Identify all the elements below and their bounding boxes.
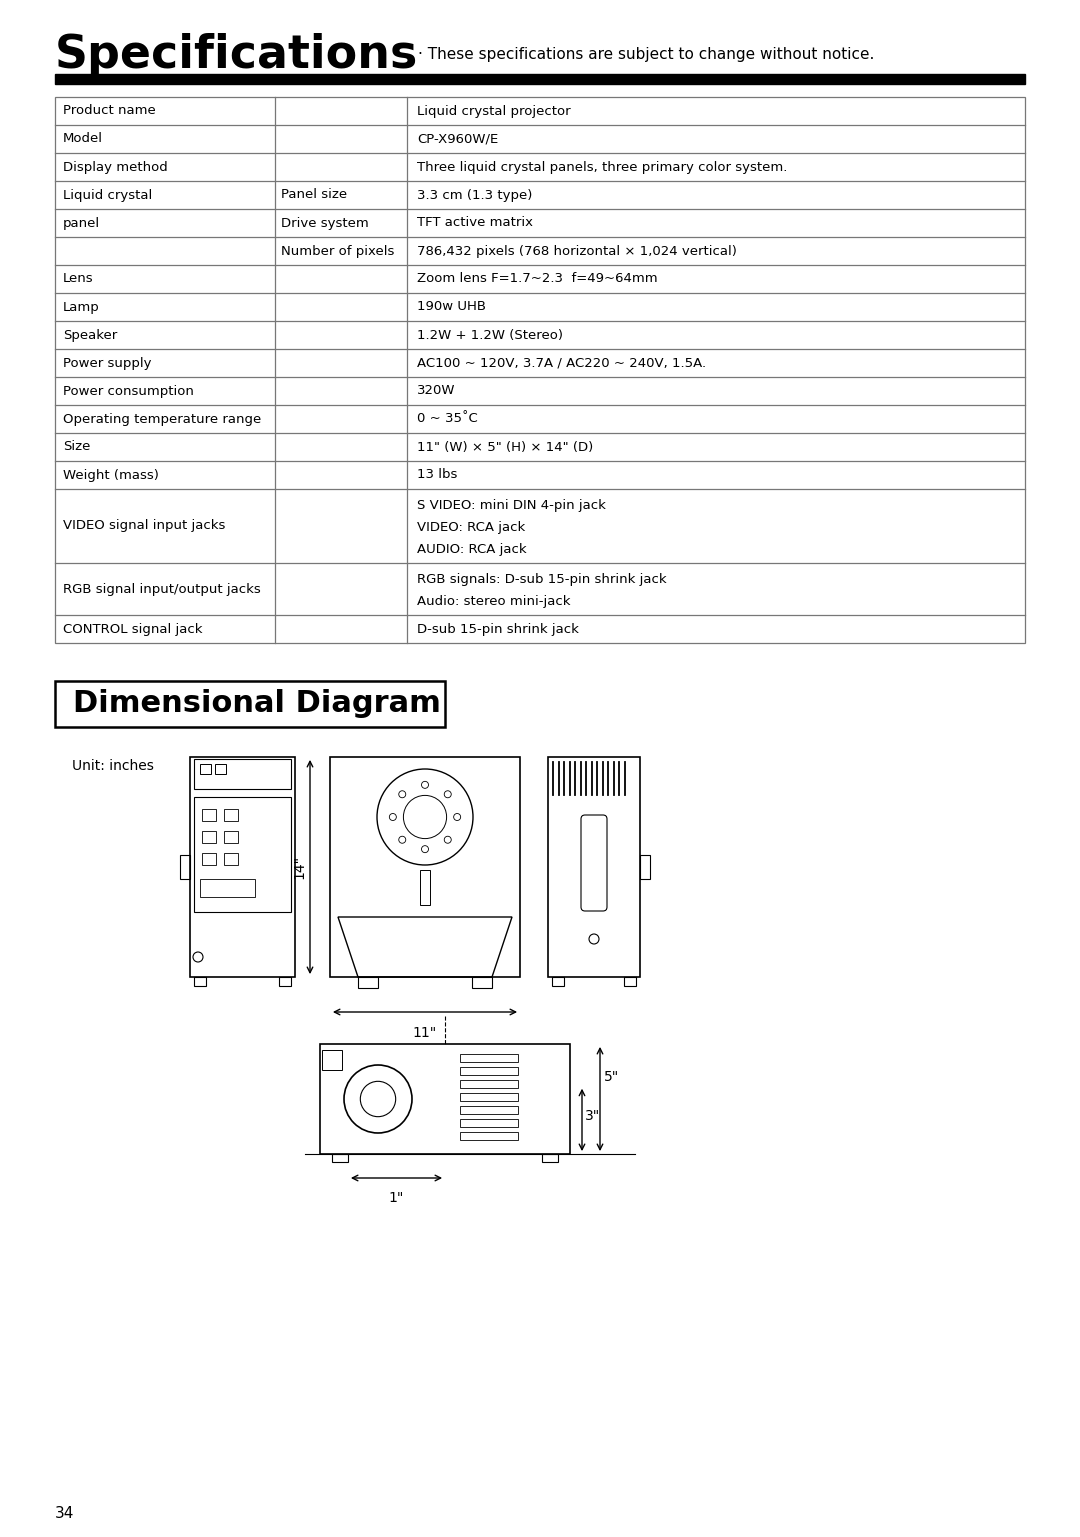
Bar xyxy=(460,1107,518,1114)
Text: 11" (W) × 5" (H) × 14" (D): 11" (W) × 5" (H) × 14" (D) xyxy=(417,441,593,453)
Text: 34: 34 xyxy=(55,1506,75,1520)
Bar xyxy=(320,1044,570,1154)
Text: · These specifications are subject to change without notice.: · These specifications are subject to ch… xyxy=(418,48,875,63)
Bar xyxy=(202,832,216,842)
Text: Display method: Display method xyxy=(63,160,167,174)
Bar xyxy=(460,1131,518,1140)
Bar xyxy=(215,764,226,775)
Text: Dimensional Diagram: Dimensional Diagram xyxy=(73,690,441,718)
Bar xyxy=(55,74,1025,85)
Text: Weight (mass): Weight (mass) xyxy=(63,469,159,481)
Bar xyxy=(624,978,636,987)
Bar xyxy=(548,758,640,978)
Text: 13 lbs: 13 lbs xyxy=(417,469,457,481)
Bar xyxy=(460,1119,518,1127)
Text: Power consumption: Power consumption xyxy=(63,384,194,398)
Text: 1.2W + 1.2W (Stereo): 1.2W + 1.2W (Stereo) xyxy=(417,329,563,341)
Text: AUDIO: RCA jack: AUDIO: RCA jack xyxy=(417,543,527,556)
Bar xyxy=(330,758,519,978)
Bar xyxy=(322,1050,342,1070)
Text: 11": 11" xyxy=(413,1027,437,1041)
Text: CONTROL signal jack: CONTROL signal jack xyxy=(63,622,203,635)
Text: Lens: Lens xyxy=(63,272,94,286)
Text: Speaker: Speaker xyxy=(63,329,118,341)
Text: 3": 3" xyxy=(585,1108,600,1122)
Bar xyxy=(200,764,211,775)
Bar xyxy=(224,832,238,842)
Bar xyxy=(202,853,216,865)
Text: Lamp: Lamp xyxy=(63,301,99,314)
Bar xyxy=(460,1067,518,1074)
Bar xyxy=(472,978,492,988)
Bar xyxy=(194,978,206,987)
Bar xyxy=(460,1054,518,1062)
Text: 14": 14" xyxy=(292,855,306,879)
Bar xyxy=(357,978,378,988)
Bar xyxy=(200,879,255,898)
Bar xyxy=(640,855,650,879)
Text: 320W: 320W xyxy=(417,384,456,398)
Bar xyxy=(224,853,238,865)
Text: CP-X960W/E: CP-X960W/E xyxy=(417,132,498,146)
Text: D-sub 15-pin shrink jack: D-sub 15-pin shrink jack xyxy=(417,622,579,635)
Bar xyxy=(460,1093,518,1100)
Bar xyxy=(202,808,216,821)
Bar xyxy=(542,1154,558,1162)
Text: Operating temperature range: Operating temperature range xyxy=(63,412,261,426)
Text: 190w UHB: 190w UHB xyxy=(417,301,486,314)
Bar xyxy=(190,758,295,978)
Text: Model: Model xyxy=(63,132,103,146)
Text: RGB signals: D-sub 15-pin shrink jack: RGB signals: D-sub 15-pin shrink jack xyxy=(417,573,666,586)
Bar xyxy=(224,808,238,821)
Bar xyxy=(194,798,291,911)
Text: Power supply: Power supply xyxy=(63,357,151,369)
Text: Zoom lens F=1.7~2.3  f=49~64mm: Zoom lens F=1.7~2.3 f=49~64mm xyxy=(417,272,658,286)
Bar xyxy=(552,978,564,987)
Bar xyxy=(180,855,190,879)
Text: Specifications: Specifications xyxy=(55,32,418,77)
Text: VIDEO signal input jacks: VIDEO signal input jacks xyxy=(63,520,226,532)
Text: Drive system: Drive system xyxy=(281,217,368,229)
Text: VIDEO: RCA jack: VIDEO: RCA jack xyxy=(417,521,525,533)
Bar xyxy=(55,97,1025,642)
Text: Panel size: Panel size xyxy=(281,189,347,201)
Bar xyxy=(279,978,291,987)
Text: Three liquid crystal panels, three primary color system.: Three liquid crystal panels, three prima… xyxy=(417,160,787,174)
Text: 0 ~ 35˚C: 0 ~ 35˚C xyxy=(417,412,477,426)
Text: Number of pixels: Number of pixels xyxy=(281,244,394,258)
Bar xyxy=(420,870,430,905)
Text: 786,432 pixels (768 horizontal × 1,024 vertical): 786,432 pixels (768 horizontal × 1,024 v… xyxy=(417,244,737,258)
Text: Size: Size xyxy=(63,441,91,453)
Bar xyxy=(55,681,445,727)
Text: Liquid crystal projector: Liquid crystal projector xyxy=(417,105,570,117)
Text: 1": 1" xyxy=(389,1191,404,1205)
Text: Product name: Product name xyxy=(63,105,156,117)
Text: S VIDEO: mini DIN 4-pin jack: S VIDEO: mini DIN 4-pin jack xyxy=(417,500,606,512)
Text: Liquid crystal: Liquid crystal xyxy=(63,189,152,201)
Text: 5": 5" xyxy=(604,1070,619,1084)
Bar xyxy=(194,759,291,788)
Text: 3.3 cm (1.3 type): 3.3 cm (1.3 type) xyxy=(417,189,532,201)
Text: panel: panel xyxy=(63,217,100,229)
Text: RGB signal input/output jacks: RGB signal input/output jacks xyxy=(63,583,260,595)
Text: Audio: stereo mini-jack: Audio: stereo mini-jack xyxy=(417,595,570,609)
Bar xyxy=(332,1154,348,1162)
Text: Unit: inches: Unit: inches xyxy=(72,759,153,773)
Text: TFT active matrix: TFT active matrix xyxy=(417,217,534,229)
Bar xyxy=(460,1081,518,1088)
Text: AC100 ~ 120V, 3.7A / AC220 ~ 240V, 1.5A.: AC100 ~ 120V, 3.7A / AC220 ~ 240V, 1.5A. xyxy=(417,357,706,369)
